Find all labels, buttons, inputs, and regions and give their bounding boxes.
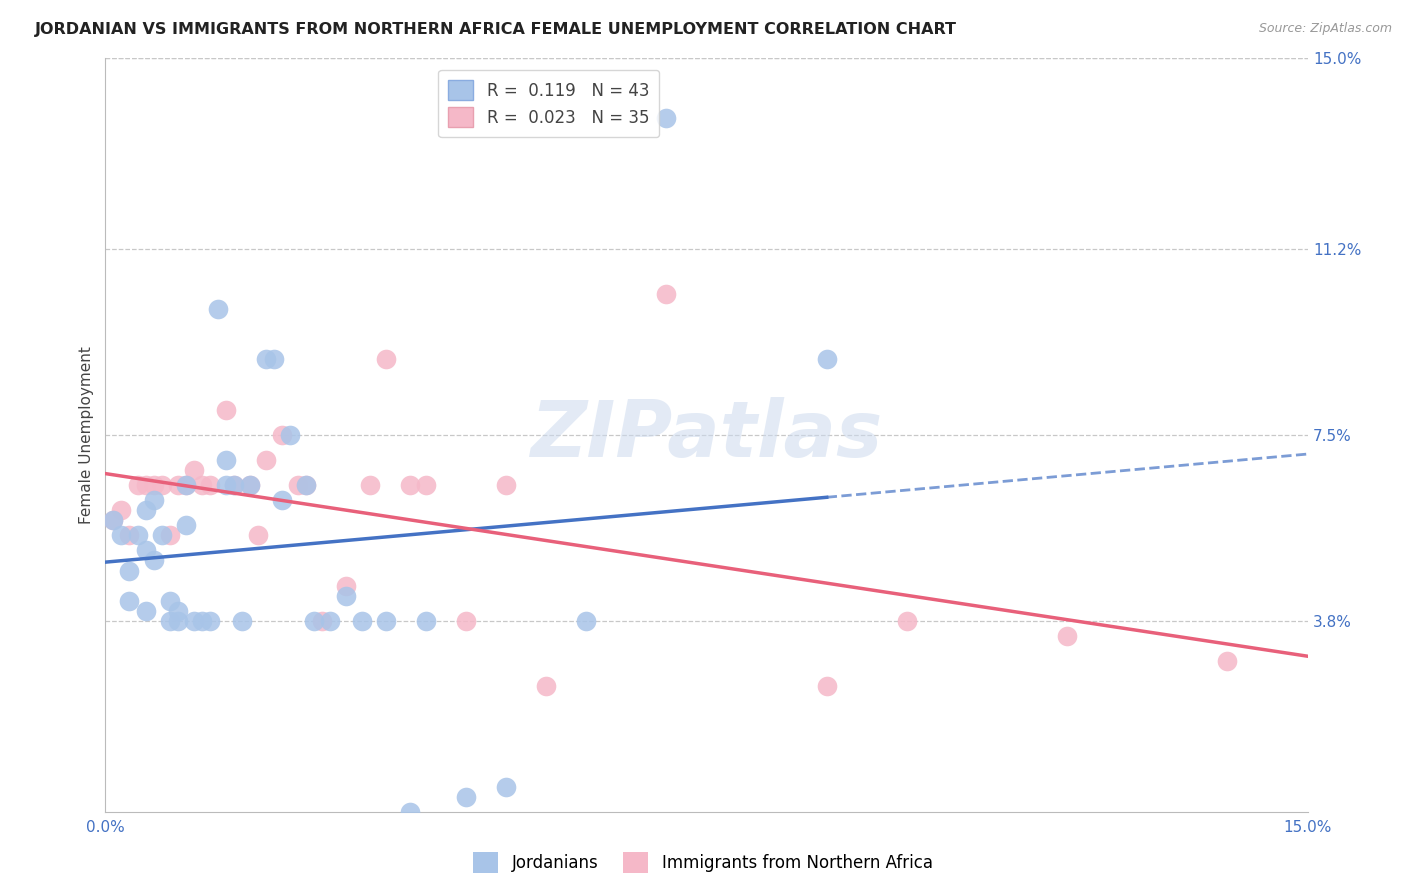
Point — [896, 614, 918, 628]
Legend: Jordanians, Immigrants from Northern Africa: Jordanians, Immigrants from Northern Afr… — [467, 846, 939, 880]
Point — [166, 478, 188, 492]
Point — [103, 513, 125, 527]
Point — [174, 478, 197, 492]
Text: ZIPatlas: ZIPatlas — [530, 397, 883, 473]
Point — [270, 428, 292, 442]
Text: Source: ZipAtlas.com: Source: ZipAtlas.com — [1258, 22, 1392, 36]
Point — [350, 614, 373, 628]
Point — [1216, 654, 1239, 668]
Point — [295, 478, 318, 492]
Point — [311, 614, 333, 628]
Point — [135, 503, 157, 517]
Point — [495, 478, 517, 492]
Point — [263, 352, 285, 367]
Point — [118, 528, 141, 542]
Point — [295, 478, 318, 492]
Point — [374, 352, 398, 367]
Point — [239, 478, 262, 492]
Point — [246, 528, 269, 542]
Point — [198, 478, 221, 492]
Point — [534, 679, 557, 693]
Point — [1056, 629, 1078, 643]
Point — [815, 679, 838, 693]
Point — [239, 478, 262, 492]
Point — [655, 287, 678, 301]
Point — [150, 478, 173, 492]
Point — [399, 478, 422, 492]
Y-axis label: Female Unemployment: Female Unemployment — [79, 346, 94, 524]
Point — [454, 614, 477, 628]
Point — [495, 780, 517, 794]
Point — [127, 478, 149, 492]
Point — [150, 528, 173, 542]
Point — [575, 614, 598, 628]
Point — [166, 604, 188, 618]
Point — [190, 478, 212, 492]
Point — [335, 579, 357, 593]
Point — [222, 478, 245, 492]
Point — [110, 503, 132, 517]
Point — [278, 428, 301, 442]
Point — [142, 493, 165, 508]
Text: JORDANIAN VS IMMIGRANTS FROM NORTHERN AFRICA FEMALE UNEMPLOYMENT CORRELATION CHA: JORDANIAN VS IMMIGRANTS FROM NORTHERN AF… — [35, 22, 957, 37]
Point — [359, 478, 381, 492]
Point — [254, 453, 277, 467]
Point — [118, 593, 141, 607]
Legend: R =  0.119   N = 43, R =  0.023   N = 35: R = 0.119 N = 43, R = 0.023 N = 35 — [439, 70, 659, 137]
Point — [319, 614, 342, 628]
Point — [159, 593, 181, 607]
Point — [174, 518, 197, 533]
Point — [183, 614, 205, 628]
Point — [118, 564, 141, 578]
Point — [103, 513, 125, 527]
Point — [335, 589, 357, 603]
Point — [214, 453, 236, 467]
Point — [214, 402, 236, 417]
Point — [135, 478, 157, 492]
Point — [183, 463, 205, 477]
Point — [415, 614, 437, 628]
Point — [415, 478, 437, 492]
Point — [287, 478, 309, 492]
Point — [399, 805, 422, 819]
Point — [302, 614, 325, 628]
Point — [198, 614, 221, 628]
Point — [374, 614, 398, 628]
Point — [110, 528, 132, 542]
Point — [142, 553, 165, 567]
Point — [270, 493, 292, 508]
Point — [135, 543, 157, 558]
Point — [159, 528, 181, 542]
Point — [159, 614, 181, 628]
Point — [174, 478, 197, 492]
Point — [207, 302, 229, 317]
Point — [815, 352, 838, 367]
Point — [142, 478, 165, 492]
Point — [166, 614, 188, 628]
Point — [454, 789, 477, 804]
Point — [135, 604, 157, 618]
Point — [655, 112, 678, 126]
Point — [127, 528, 149, 542]
Point — [231, 614, 253, 628]
Point — [190, 614, 212, 628]
Point — [222, 478, 245, 492]
Point — [214, 478, 236, 492]
Point — [254, 352, 277, 367]
